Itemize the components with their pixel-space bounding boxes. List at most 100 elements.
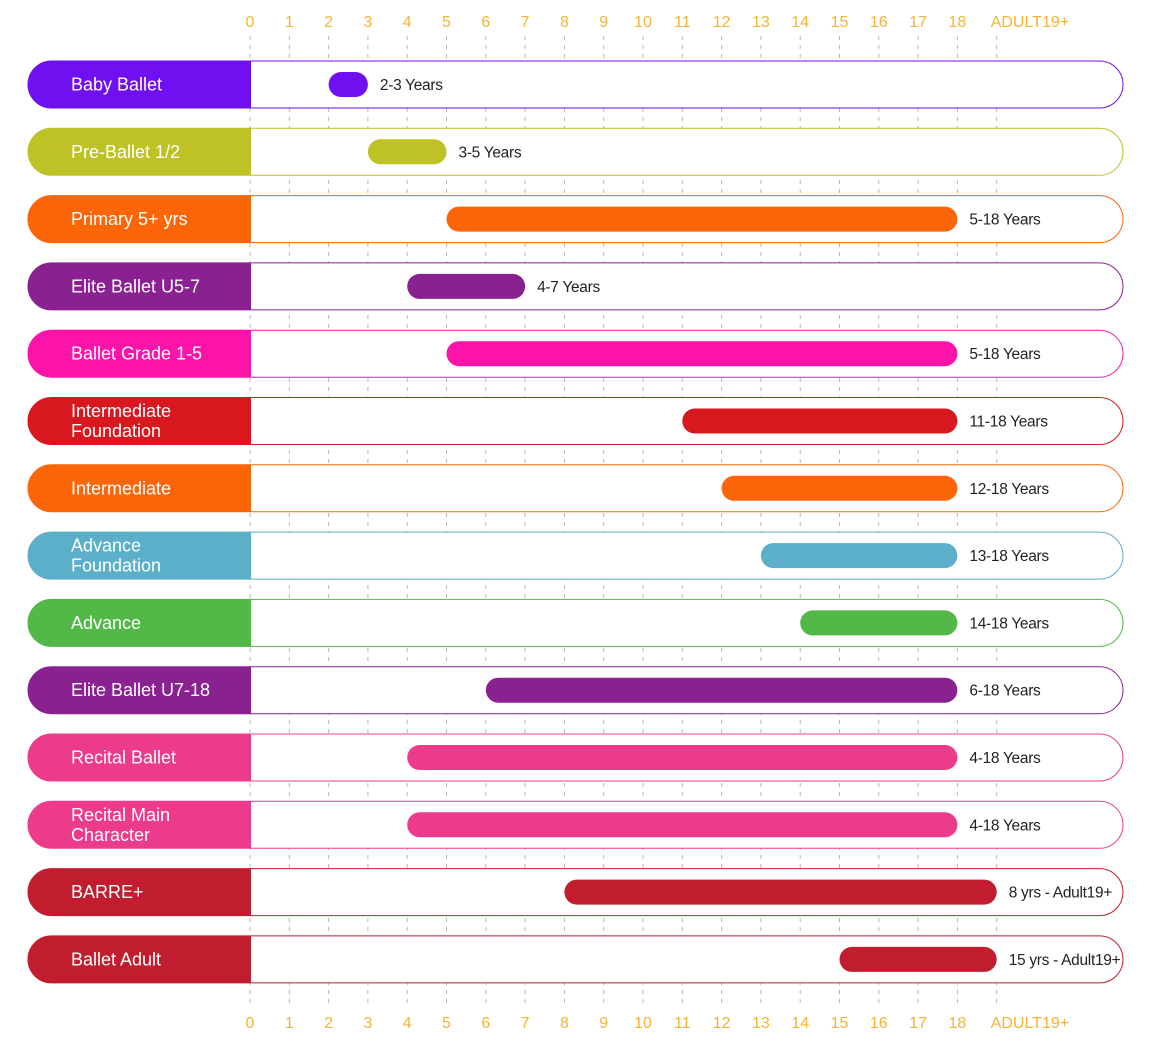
class-name-label: Advance <box>71 613 141 633</box>
class-label-pill <box>27 61 251 108</box>
class-name-label: Character <box>71 825 150 845</box>
bottom-axis-tick-label: 17 <box>909 1015 927 1032</box>
class-name-label: Elite Ballet U5-7 <box>71 276 200 296</box>
top-axis-tick-label: 14 <box>791 14 809 31</box>
bottom-axis-tick-label: 10 <box>634 1015 652 1032</box>
class-label-pill <box>27 464 251 512</box>
age-range-label: 5-18 Years <box>969 212 1041 229</box>
class-name-label: Ballet Adult <box>71 949 161 969</box>
bottom-axis-tick-label: 12 <box>713 1015 731 1032</box>
age-range-bar <box>839 946 997 972</box>
class-label-pill <box>27 128 251 176</box>
age-range-label: 12-18 Years <box>969 481 1049 498</box>
age-range-label: 4-18 Years <box>969 817 1041 834</box>
top-axis-tick-label: 3 <box>363 14 372 31</box>
top-axis-tick-label: 2 <box>324 14 333 31</box>
class-name-label: BARRE+ <box>71 882 144 902</box>
bottom-axis-tick-label: 16 <box>870 1015 888 1032</box>
class-name-label: Recital Ballet <box>71 748 176 768</box>
bottom-axis-tick-label: 0 <box>246 1015 255 1032</box>
age-range-bar <box>760 543 958 569</box>
bottom-axis-tick-label: 13 <box>752 1015 770 1032</box>
top-axis-tick-label: 18 <box>949 14 967 31</box>
age-range-bar <box>407 812 958 838</box>
bottom-axis-tick-label: 1 <box>285 1015 294 1032</box>
class-name-label: Intermediate <box>71 401 171 421</box>
bottom-axis-tick-label: 2 <box>324 1015 333 1032</box>
age-range-label: 13-18 Years <box>969 548 1049 565</box>
top-axis-tick-label: 6 <box>481 14 490 31</box>
age-range-bar <box>446 341 958 367</box>
age-range-label: 4-18 Years <box>969 750 1041 767</box>
top-axis-tick-label: 0 <box>246 14 255 31</box>
age-range-bar <box>564 879 997 905</box>
age-range-label: 5-18 Years <box>969 346 1041 363</box>
top-axis-tick-label: 15 <box>831 14 849 31</box>
class-label-pill <box>27 868 251 916</box>
class-row: Ballet Adult 15 yrs - Adult19+ <box>27 935 1124 984</box>
top-axis-tick-label: 16 <box>870 14 888 31</box>
top-axis-tick-label: ADULT19+ <box>991 14 1069 31</box>
bottom-axis-tick-label: 11 <box>674 1015 691 1032</box>
age-range-label: 2-3 Years <box>380 77 443 94</box>
top-axis-tick-label: 5 <box>442 14 451 31</box>
class-row: Intermediate 12-18 Years <box>27 464 1124 513</box>
class-label-pill <box>27 935 251 983</box>
top-axis-tick-label: 9 <box>599 14 608 31</box>
class-name-label: Recital Main <box>71 805 170 825</box>
top-axis-tick-label: 17 <box>909 14 927 31</box>
class-name-label: Foundation <box>71 421 161 441</box>
top-axis-tick-label: 12 <box>713 14 731 31</box>
class-name-label: Elite Ballet U7-18 <box>71 680 210 700</box>
bottom-axis-tick-label: 8 <box>560 1015 569 1032</box>
age-range-bar <box>328 72 368 97</box>
class-label-pill <box>27 532 251 580</box>
class-name-label: Ballet Grade 1-5 <box>71 344 202 364</box>
age-range-bar <box>800 610 958 636</box>
grid-lines <box>249 36 998 1005</box>
class-row: Elite Ballet U5-7 4-7 Years <box>27 262 1124 311</box>
bottom-axis-tick-label: 6 <box>481 1015 490 1032</box>
top-axis-tick-label: 10 <box>634 14 652 31</box>
class-label-pill <box>27 330 251 378</box>
class-row: Elite Ballet U7-18 6-18 Years <box>27 666 1124 715</box>
class-row: Ballet Grade 1-5 5-18 Years <box>27 329 1124 378</box>
top-axis-tick-label: 7 <box>521 14 530 31</box>
bottom-axis-tick-label: 9 <box>599 1015 608 1032</box>
bottom-axis-tick-label: 15 <box>831 1015 849 1032</box>
age-range-label: 3-5 Years <box>459 144 522 161</box>
class-label-pill <box>27 397 251 445</box>
class-name-label: Baby Ballet <box>71 75 162 95</box>
class-label-pill <box>27 599 251 647</box>
age-range-label: 8 yrs - Adult19+ <box>1009 885 1113 902</box>
bottom-axis-tick-label: 14 <box>791 1015 809 1032</box>
class-rows: Baby Ballet 2-3 Years Pre-Ballet 1/2 3-5 Ye… <box>27 60 1124 984</box>
top-axis-tick-label: 4 <box>403 14 412 31</box>
age-range-bar <box>367 139 447 165</box>
bottom-age-axis: 0 1 2 3 4 5 6 7 8 9 10 11 12 13 14 15 16 17 18 ADULT19+ <box>246 1015 1070 1032</box>
class-label-pill <box>27 801 251 849</box>
age-range-bar <box>407 273 526 299</box>
class-name-label: Intermediate <box>71 478 171 498</box>
age-range-label: 14-18 Years <box>969 615 1049 632</box>
class-row: Primary 5+ yrs 5-18 Years <box>27 195 1124 244</box>
age-range-label: 15 yrs - Adult19+ <box>1009 952 1121 969</box>
age-range-label: 11-18 Years <box>969 414 1048 431</box>
bottom-axis-tick-label: 5 <box>442 1015 451 1032</box>
bottom-axis-tick-label: 18 <box>949 1015 967 1032</box>
top-age-axis: 0 1 2 3 4 5 6 7 8 9 10 11 12 13 14 15 16 17 18 ADULT19+ <box>246 14 1070 31</box>
class-row: BARRE+ 8 yrs - Adult19+ <box>27 868 1124 917</box>
class-label-pill <box>27 262 251 310</box>
class-name-label: Primary 5+ yrs <box>71 209 188 229</box>
top-axis-tick-label: 11 <box>674 14 691 31</box>
class-row: Recital Ballet 4-18 Years <box>27 733 1124 782</box>
bottom-axis-tick-label: 4 <box>403 1015 412 1032</box>
class-row: Baby Ballet 2-3 Years <box>27 60 1124 109</box>
age-range-bar <box>682 408 958 434</box>
age-range-bar <box>446 206 958 232</box>
class-row: Advance 14-18 Years <box>27 598 1124 647</box>
